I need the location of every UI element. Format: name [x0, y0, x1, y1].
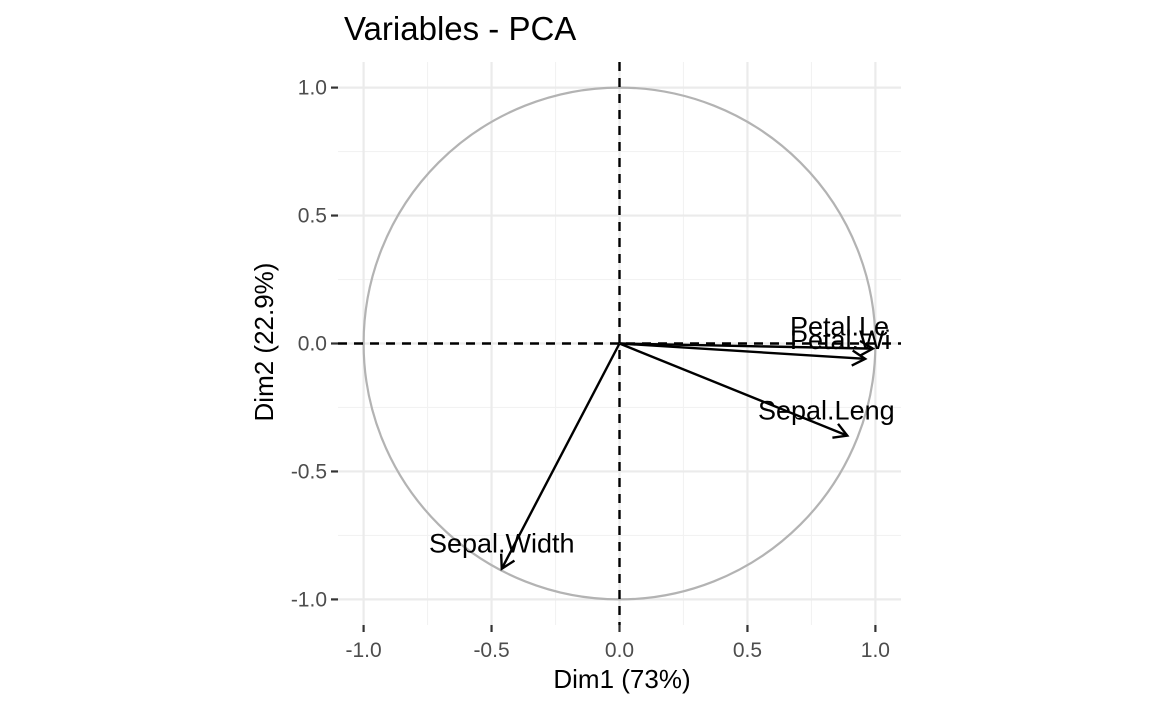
y-tick-label: -0.5	[291, 460, 327, 483]
x-tick-label: 0.0	[605, 639, 634, 662]
variable-arrow	[499, 342, 621, 571]
arrow-head	[499, 553, 516, 571]
y-tick-label: 0.0	[298, 333, 327, 356]
x-tick-label: -0.5	[473, 639, 509, 662]
chart-title: Variables - PCA	[344, 10, 576, 47]
arrow-shaft	[500, 342, 621, 570]
arrow-shaft	[619, 342, 866, 361]
y-tick-label: -1.0	[291, 588, 327, 611]
arrow-head	[851, 349, 868, 367]
x-tick-label: 1.0	[861, 639, 890, 662]
variable-arrow	[619, 342, 850, 439]
x-tick-label: -1.0	[345, 639, 381, 662]
arrow-shaft	[619, 342, 848, 437]
x-axis-title: Dim1 (73%)	[553, 664, 690, 694]
variable-label: Sepal.Leng	[758, 396, 895, 426]
y-tick-label: 1.0	[298, 77, 327, 100]
arrow-head	[859, 339, 876, 357]
axes: -1.0 -0.5 0.0 0.5 1.0 -1.0 -0.5 0.0 0.5 1.0	[291, 77, 890, 662]
x-tick-label: 0.5	[733, 639, 762, 662]
y-tick-label: 0.5	[298, 205, 327, 228]
correlation-circle	[362, 86, 877, 601]
y-axis-title: Dim2 (22.9%)	[249, 263, 279, 422]
arrow-head	[832, 423, 850, 439]
variable-arrow	[619, 342, 868, 367]
variable-arrow	[619, 339, 876, 357]
arrow-shaft	[619, 342, 873, 350]
variable-label: Petal.Wi	[790, 325, 891, 355]
variable-label: Sepal.Width	[429, 529, 575, 559]
variable-label: Petal.Le	[790, 312, 889, 342]
